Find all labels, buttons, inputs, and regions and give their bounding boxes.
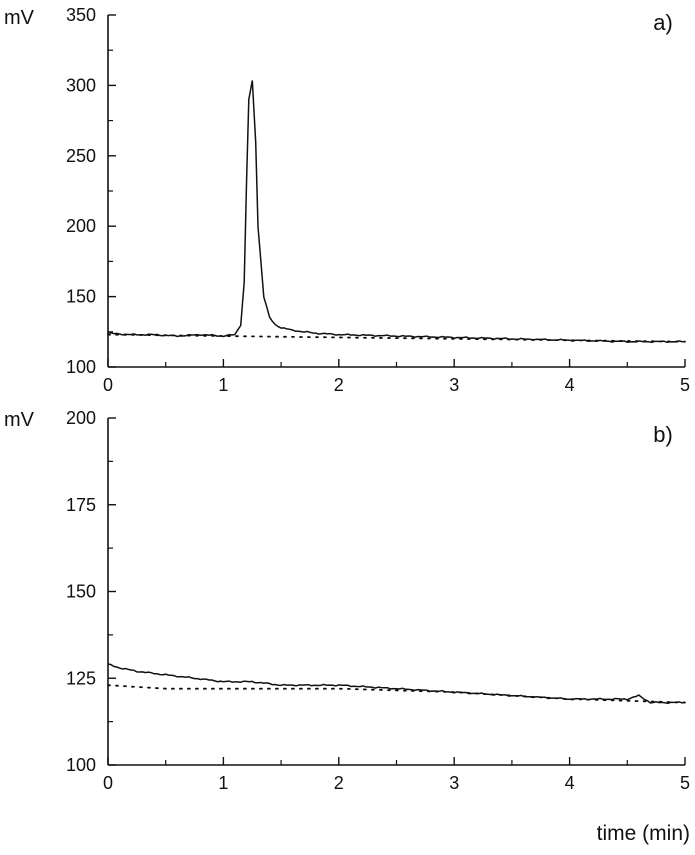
chart-panel-b: 0 1 2 3 4 5 100 125 150 175 200 mV b) time (min) xyxy=(4,408,690,845)
panel-label: a) xyxy=(653,10,673,35)
y-tick-label: 150 xyxy=(66,287,96,307)
y-tick-label: 125 xyxy=(66,668,96,688)
x-tick-label: 3 xyxy=(449,773,459,793)
x-axis-label: time (min) xyxy=(597,822,690,845)
x-tick-label: 5 xyxy=(680,375,690,395)
y-tick-label: 100 xyxy=(66,755,96,775)
y-tick-label: 300 xyxy=(66,75,96,95)
baseline-trace xyxy=(107,333,686,343)
x-tick-label: 2 xyxy=(334,773,344,793)
signal-trace xyxy=(107,663,686,705)
baseline-trace xyxy=(107,684,686,704)
x-tick-label: 3 xyxy=(449,375,459,395)
signal-trace xyxy=(107,80,686,344)
y-axis-label: mV xyxy=(4,409,35,431)
y-tick-label: 150 xyxy=(66,582,96,602)
y-tick-label: 350 xyxy=(66,5,96,25)
y-tick-label: 200 xyxy=(66,216,96,236)
x-tick-label: 4 xyxy=(565,773,575,793)
chart-panel-a: 0 1 2 3 4 5 100 150 200 250 300 350 mV a) xyxy=(4,5,690,395)
x-tick-label: 0 xyxy=(103,375,113,395)
x-tick-label: 1 xyxy=(218,375,228,395)
panel-label: b) xyxy=(653,422,673,447)
x-tick-label: 1 xyxy=(218,773,228,793)
y-tick-label: 250 xyxy=(66,146,96,166)
y-tick-label: 175 xyxy=(66,495,96,515)
x-tick-label: 5 xyxy=(680,773,690,793)
y-tick-label: 100 xyxy=(66,357,96,377)
x-tick-label: 0 xyxy=(103,773,113,793)
x-tick-label: 4 xyxy=(565,375,575,395)
x-tick-label: 2 xyxy=(334,375,344,395)
y-tick-label: 200 xyxy=(66,408,96,428)
y-axis-label: mV xyxy=(4,7,35,29)
